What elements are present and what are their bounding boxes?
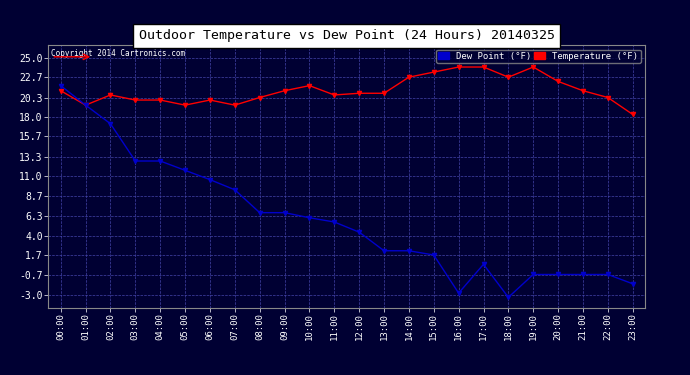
Legend: Dew Point (°F), Temperature (°F): Dew Point (°F), Temperature (°F) xyxy=(436,50,640,63)
Text: Copyright 2014 Cartronics.com: Copyright 2014 Cartronics.com xyxy=(51,49,186,58)
Title: Outdoor Temperature vs Dew Point (24 Hours) 20140325: Outdoor Temperature vs Dew Point (24 Hou… xyxy=(139,30,555,42)
